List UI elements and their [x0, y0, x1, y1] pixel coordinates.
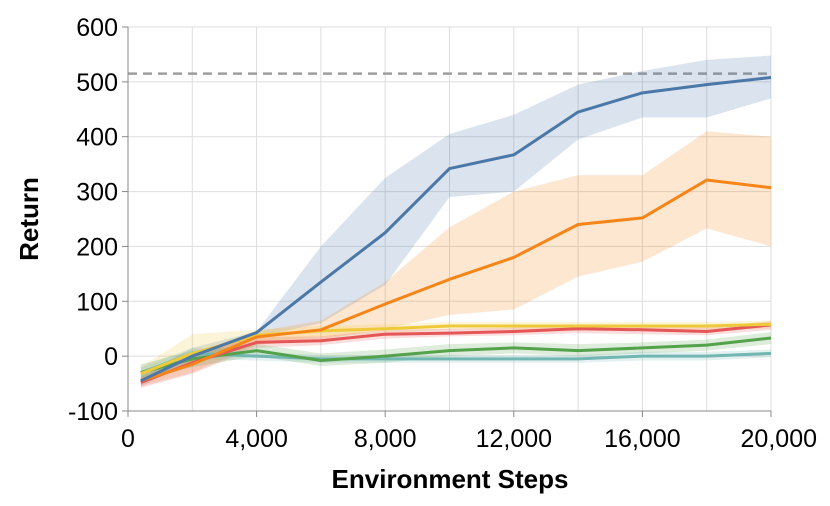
y-tick-label-4: 300: [76, 179, 118, 207]
x-axis-title: Environment Steps: [332, 464, 569, 494]
series-2-band: [140, 320, 772, 381]
x-tick-label-3: 12,000: [476, 425, 552, 453]
y-tick-label-0: -100: [68, 398, 118, 426]
series-4-band: [140, 332, 772, 381]
series-5-line: [140, 351, 772, 375]
y-tick-label-1: 0: [104, 343, 118, 371]
series-3-line: [140, 323, 772, 384]
y-tick-label-5: 400: [76, 124, 118, 152]
y-axis-title: Return: [14, 177, 44, 261]
y-tick-label-3: 200: [76, 233, 118, 261]
series-0-line: [140, 75, 772, 383]
series-line-layer: [140, 75, 772, 384]
y-tick-label-2: 100: [76, 288, 118, 316]
series-3-band: [140, 321, 772, 388]
axis-layer: [122, 26, 772, 417]
series-5-band: [140, 347, 772, 379]
series-1-line: [140, 178, 772, 383]
x-tick-label-5: 20,000: [741, 425, 817, 453]
series-1-band: [140, 131, 772, 387]
y-tick-label-6: 500: [76, 69, 118, 97]
x-tick-label-2: 8,000: [354, 425, 417, 453]
x-tick-label-1: 4,000: [225, 425, 288, 453]
series-0-band: [140, 55, 772, 387]
x-tick-label-4: 16,000: [604, 425, 680, 453]
series-4-line: [140, 336, 772, 375]
confidence-band-layer: [140, 55, 772, 388]
x-tick-label-0: 0: [121, 425, 135, 453]
y-tick-label-7: 600: [76, 14, 118, 42]
